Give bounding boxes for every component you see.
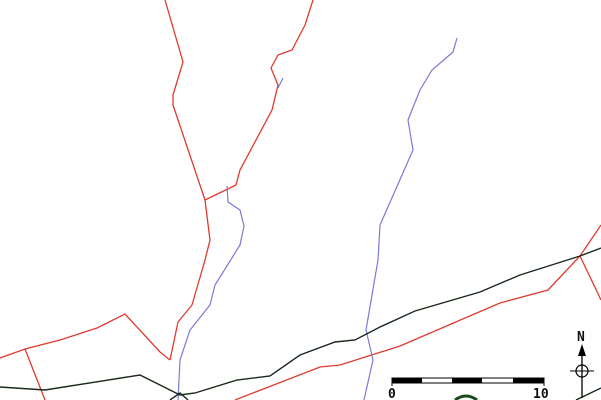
river <box>177 185 245 400</box>
scale-end-label: 10 <box>533 387 549 400</box>
terrain-feature <box>454 394 478 400</box>
rivers <box>177 37 458 400</box>
railway <box>0 247 601 396</box>
road <box>234 224 601 400</box>
road <box>24 348 46 400</box>
scale-bar: 0 10 <box>388 377 549 400</box>
road <box>164 0 211 361</box>
road <box>579 255 601 301</box>
railway-branch <box>169 392 189 400</box>
north-label: N <box>577 330 585 345</box>
river <box>277 77 284 89</box>
road <box>204 0 314 201</box>
river <box>363 37 458 400</box>
north-arrow-icon: N <box>570 330 594 398</box>
road <box>0 313 171 361</box>
scale-start-label: 0 <box>388 387 396 400</box>
railway <box>575 387 601 400</box>
railways <box>0 247 601 400</box>
